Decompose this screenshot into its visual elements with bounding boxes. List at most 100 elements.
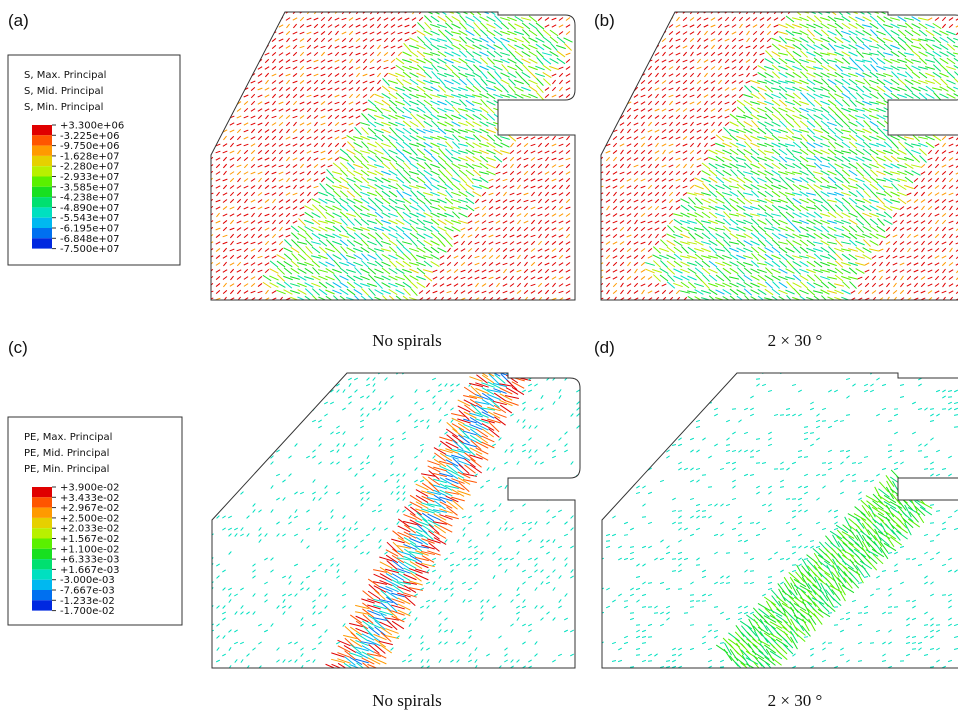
vector: [905, 143, 914, 148]
vector: [514, 80, 523, 84]
vector: [318, 426, 322, 428]
vector: [321, 80, 325, 83]
vector: [348, 396, 351, 398]
vector: [850, 99, 857, 106]
vector: [380, 562, 392, 568]
vector: [445, 30, 453, 36]
vector: [487, 71, 494, 78]
vector: [279, 192, 283, 195]
vector: [641, 80, 645, 83]
vector: [690, 67, 694, 70]
vector: [793, 283, 802, 288]
vector: [891, 9, 899, 15]
vector: [312, 570, 315, 572]
vector: [676, 200, 680, 202]
vector: [376, 239, 383, 246]
vector: [566, 74, 570, 77]
vector: [697, 17, 701, 20]
vector: [342, 408, 345, 410]
vector: [662, 157, 665, 161]
vector: [279, 165, 284, 167]
vector: [876, 234, 885, 238]
vector: [800, 149, 808, 155]
vector: [468, 269, 472, 272]
vector: [892, 141, 899, 148]
vector: [300, 164, 303, 168]
vector: [368, 255, 377, 260]
vector: [676, 129, 679, 133]
vector: [403, 233, 411, 240]
vector: [306, 232, 313, 239]
vector: [736, 158, 746, 161]
vector: [835, 143, 844, 148]
vector: [251, 52, 254, 56]
vector: [949, 165, 954, 167]
vector: [293, 32, 298, 34]
vector: [753, 31, 757, 34]
vector: [753, 74, 757, 76]
vector: [293, 144, 297, 146]
vector: [293, 200, 297, 203]
vector: [786, 148, 793, 155]
vector: [496, 200, 501, 202]
vector: [216, 53, 221, 55]
vector: [538, 234, 541, 238]
vector: [669, 31, 673, 34]
vector: [288, 660, 291, 662]
vector: [828, 114, 835, 121]
vector: [360, 462, 363, 465]
vector: [552, 193, 557, 195]
vector: [314, 60, 319, 62]
vector: [926, 121, 934, 126]
vector: [517, 262, 520, 266]
vector: [381, 143, 390, 146]
vector: [620, 144, 624, 146]
vector: [653, 261, 660, 268]
vector: [747, 52, 750, 56]
vector: [433, 270, 438, 272]
vector: [849, 122, 858, 127]
vector: [348, 183, 355, 190]
vector: [904, 11, 914, 14]
vector: [715, 249, 725, 251]
vector: [660, 240, 667, 247]
vector: [366, 492, 369, 494]
vector: [648, 130, 652, 132]
vector: [641, 116, 645, 119]
vector: [524, 283, 527, 287]
vector: [451, 38, 460, 41]
vector: [856, 206, 865, 211]
vector: [744, 141, 751, 148]
vector: [827, 24, 836, 28]
vector: [293, 158, 297, 160]
vector: [620, 248, 624, 251]
vector: [475, 256, 480, 258]
vector: [427, 425, 429, 428]
vector: [439, 148, 446, 156]
vector: [919, 149, 926, 156]
vector: [778, 242, 788, 244]
vector: [466, 37, 474, 42]
vector: [655, 185, 659, 188]
vector: [458, 122, 467, 125]
vector: [468, 213, 472, 217]
vector: [333, 177, 341, 182]
vector: [272, 220, 275, 224]
vector: [635, 220, 638, 224]
vector: [886, 255, 890, 258]
vector: [373, 474, 376, 477]
vector: [711, 73, 714, 77]
vector: [431, 178, 440, 183]
vector: [531, 256, 535, 258]
vector: [827, 60, 837, 62]
vector: [785, 101, 794, 104]
vector: [648, 207, 652, 210]
vector: [402, 660, 406, 662]
vector: [216, 234, 220, 237]
vector: [669, 214, 673, 217]
vector: [655, 291, 659, 293]
vector: [620, 200, 624, 203]
vector: [545, 151, 550, 153]
vector: [410, 206, 419, 211]
vector: [914, 235, 918, 237]
